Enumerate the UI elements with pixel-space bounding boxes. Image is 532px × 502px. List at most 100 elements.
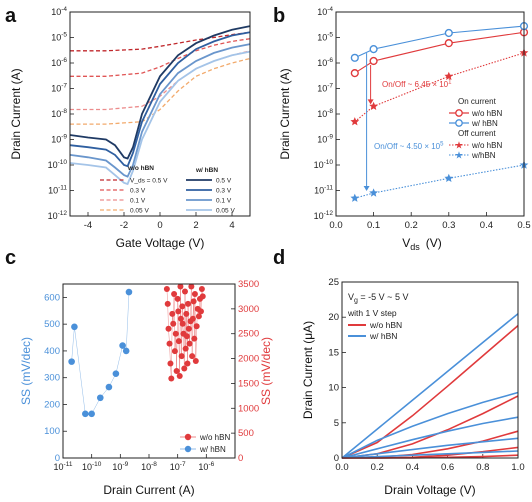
panel-a-ytick-label-base: 10 — [48, 211, 58, 221]
panel-b-star-point — [350, 193, 360, 202]
panel-c-point — [169, 310, 176, 317]
panel-c-point — [191, 335, 198, 342]
panel-b-xtick-label: 0.2 — [405, 220, 418, 231]
panel-d-vg-annotation: Vg = -5 V ~ 5 V — [348, 292, 408, 305]
legend-a-wo-label-4: 0.05 V — [130, 208, 149, 215]
panel-c-ytick-left-label: 500 — [44, 319, 60, 330]
panel-c-point — [177, 315, 184, 322]
legend-a-w-label-2: 0.3 V — [216, 188, 232, 195]
panel-c-point — [174, 295, 181, 302]
panel-b-xlabel-unit: (V) — [426, 236, 442, 250]
panel-a-ytick-label: 10-12 — [48, 210, 68, 221]
panel-c-point — [192, 358, 199, 365]
panel-b-onoff-w: On/Off ~ 4.50 × 105 — [374, 142, 444, 152]
panel-d-legend: w/o hBN w/ hBN — [348, 320, 402, 341]
panel-c-ytick-right-label: 2500 — [238, 329, 259, 340]
panel-d-frame — [341, 281, 519, 459]
panel-c-xtick-label-exp: -11 — [64, 461, 73, 468]
panel-b-ytick-label: 10-11 — [314, 185, 333, 196]
panel-c-xlabel: Drain Current (A) — [103, 483, 194, 497]
panel-a-ytick-label-exp: -5 — [61, 32, 67, 39]
panel-b-onoff-wo-arrowhead — [367, 99, 374, 105]
panel-b-ytick-label-base: 10 — [317, 135, 327, 145]
panel-d-ytick-label: 25 — [328, 277, 339, 288]
panel-c-frame — [62, 283, 236, 459]
panel-b-point — [369, 45, 378, 54]
panel-a-ytick-label-exp: -9 — [61, 134, 67, 141]
panel-b-star-point — [444, 173, 454, 183]
panel-c-point — [191, 290, 198, 297]
panel-a-ytick-label: 10-4 — [51, 6, 67, 17]
panel-a-frame — [69, 11, 251, 217]
panel-a-series-line — [69, 43, 251, 178]
panel-b-frame — [335, 11, 525, 217]
panel-c-point — [163, 285, 170, 292]
panel-c-ytick-left-label: 200 — [44, 399, 60, 410]
panel-c-point — [195, 313, 202, 320]
panel-c-xtick-label: 10-6 — [198, 461, 214, 472]
panel-a-ytick-label-exp: -7 — [61, 83, 67, 90]
panel-c-xtick-label-base: 10 — [54, 462, 64, 472]
panel-b-xlabel-sub: ds — [410, 242, 420, 252]
panel-a-ytick-label-base: 10 — [51, 33, 61, 43]
panel-b-plot: 10-1210-1110-1010-910-810-710-610-510-40… — [314, 6, 531, 231]
panel-b-ytick-label: 10-7 — [317, 83, 333, 94]
panel-a-xtick-label: -2 — [120, 220, 128, 231]
panel-c-ytick-right-label: 3500 — [238, 279, 259, 290]
panel-b-ytick-label-base: 10 — [317, 7, 327, 17]
panel-d-series-line — [341, 313, 519, 459]
panel-c: 0 100 200 300 400 500 600 0 500 1000 1500 2000 2500 3… — [19, 279, 273, 497]
panel-d-ylabel: Drain Current (μA) — [301, 321, 315, 419]
panel-a-ytick-label: 10-9 — [51, 134, 67, 145]
panel-c-point — [166, 340, 173, 347]
legend-d-w-label: w/ hBN — [369, 331, 397, 341]
panel-a-ytick-label: 10-8 — [51, 108, 67, 119]
panel-c-legend: w/o hBN w/ hBN — [180, 433, 230, 454]
panel-a-plot: 10-1210-1110-1010-910-810-710-610-510-4-… — [48, 6, 251, 231]
panel-c-point — [190, 298, 197, 305]
panel-b-star-point — [350, 117, 360, 126]
legend-a-w-title: w/ hBN — [195, 167, 218, 174]
legend-a-wo-label-3: 0.1 V — [130, 198, 146, 205]
panel-b-star-point — [369, 188, 378, 197]
legend-b-on-title: On current — [458, 97, 497, 106]
panel-b-series-line — [354, 52, 525, 123]
panel-c-xtick-label-base: 10 — [141, 462, 151, 472]
legend-a-wo-title: w/o hBN — [127, 165, 154, 172]
panel-d-xtick-label: 0.2 — [371, 462, 384, 473]
panel-d-ytick-label: 10 — [328, 383, 339, 394]
panel-c-point — [105, 383, 113, 391]
panel-c-ylabel-right: SS (mV/dec) — [259, 337, 273, 405]
panel-c-xtick-label-base: 10 — [112, 462, 122, 472]
panel-a-ytick-label-base: 10 — [51, 7, 61, 17]
panel-c-xtick-label-exp: -7 — [180, 461, 186, 468]
panel-a-series-line — [70, 31, 251, 52]
legend-c-wo-label: w/o hBN — [199, 433, 230, 442]
panel-c-xtick-label-base: 10 — [198, 462, 208, 472]
panel-a-series-line — [70, 57, 251, 125]
panel-c-letter: c — [5, 247, 16, 269]
panel-a-series-line — [70, 38, 251, 77]
panel-c-point — [167, 360, 174, 367]
panel-d-vg-v: V — [348, 292, 354, 302]
panel-b-letter: b — [273, 5, 285, 27]
panel-c-xtick-label-exp: -9 — [122, 461, 128, 468]
legend-b-off-wo-marker: ★ — [455, 141, 464, 152]
panel-c-xtick-label: 10-11 — [54, 461, 73, 472]
panel-c-point — [198, 285, 205, 292]
panel-b-onoff-wo-text: On/Off ~ 6.45 × 10 — [382, 80, 449, 89]
panel-b-point — [369, 56, 378, 66]
panel-c-ytick-right-label: 1500 — [238, 378, 259, 389]
panel-c-xtick-label: 10-7 — [170, 461, 186, 472]
panel-c-point — [175, 308, 182, 315]
panel-c-ytick-right-label: 3000 — [238, 304, 259, 315]
panel-c-point — [189, 315, 196, 322]
panel-a-series-line — [69, 50, 251, 186]
panel-c-xtick-label: 10-8 — [141, 461, 157, 472]
panel-d-letter: d — [273, 247, 285, 269]
panel-c-point — [179, 320, 186, 327]
panel-a-ytick-label-exp: -11 — [58, 185, 67, 192]
panel-c-point — [88, 410, 95, 418]
legend-a-w-label-4: 0.05 V — [216, 208, 235, 215]
panel-a-xtick-label: -4 — [84, 220, 92, 231]
